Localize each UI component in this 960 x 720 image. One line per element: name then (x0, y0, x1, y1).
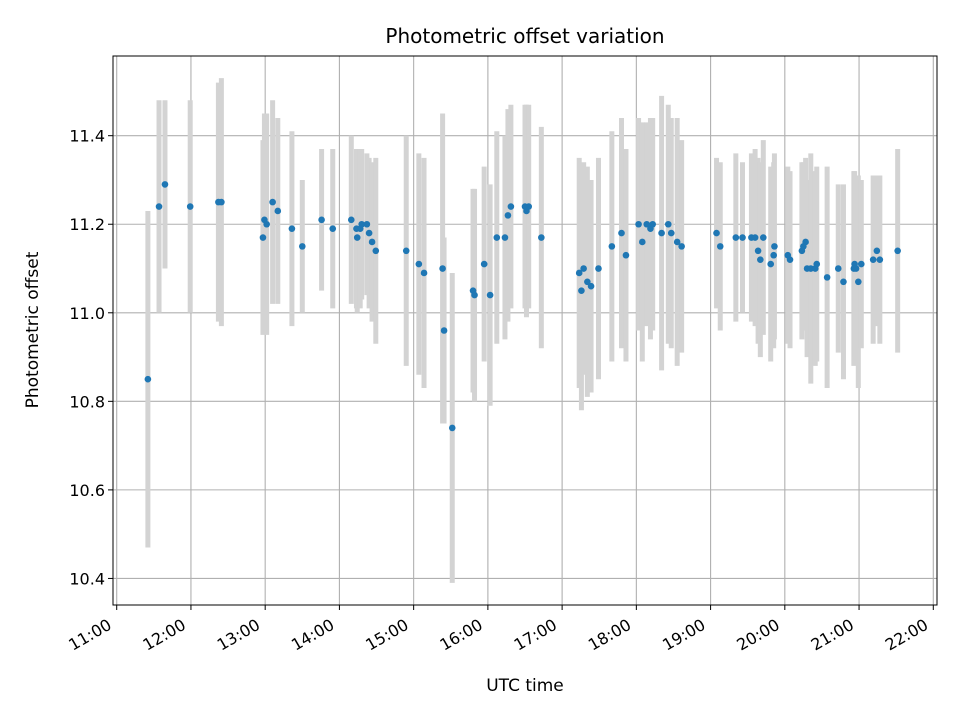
data-point (852, 265, 860, 272)
data-point (770, 251, 777, 259)
data-point (786, 256, 794, 263)
data-point (713, 229, 720, 237)
data-point (678, 243, 685, 250)
data-point (363, 220, 371, 228)
y-tick-label: 11.4 (69, 127, 105, 146)
y-axis: 10.4 10.6 10.8 11.0 11.2 11.4 (69, 127, 113, 588)
data-point (402, 247, 410, 255)
chart-title: Photometric offset variation (385, 24, 664, 48)
data-point (440, 327, 448, 334)
data-point (580, 265, 587, 272)
plot-frame (112, 55, 938, 606)
data-point (658, 229, 665, 237)
data-point (751, 234, 759, 241)
data-point (834, 265, 842, 272)
data-point (664, 220, 672, 228)
data-point (587, 282, 595, 290)
data-point (813, 260, 821, 268)
data-point (263, 220, 270, 228)
data-point (873, 247, 881, 255)
data-point (365, 229, 373, 237)
data-point (269, 198, 276, 206)
data-point (347, 216, 355, 224)
data-point (754, 247, 762, 255)
data-point (358, 220, 365, 228)
data-point (840, 278, 847, 286)
data-point (757, 256, 764, 263)
data-point (501, 234, 509, 241)
data-point (643, 220, 651, 228)
data-point (274, 207, 282, 215)
data-point (525, 203, 533, 210)
data-point (448, 424, 456, 432)
data-point (673, 238, 681, 246)
data-point (649, 220, 656, 228)
y-tick-label: 11.0 (69, 304, 105, 323)
data-point (288, 225, 296, 232)
data-point (857, 260, 865, 268)
y-tick-label: 10.4 (69, 569, 105, 588)
data-point (155, 203, 163, 210)
data-point (471, 291, 478, 299)
data-point (759, 234, 767, 241)
data-point (595, 265, 602, 272)
data-point (493, 234, 501, 241)
data-point (767, 260, 775, 268)
data-points (144, 181, 901, 432)
y-tick-label: 11.2 (69, 215, 105, 234)
data-point (716, 243, 724, 250)
data-point (329, 225, 337, 232)
data-point (584, 278, 591, 286)
data-point (259, 234, 267, 241)
data-point (608, 243, 616, 250)
x-axis-label: UTC time (486, 676, 564, 696)
y-axis-label: Photometric offset (23, 251, 43, 408)
data-point (635, 220, 642, 228)
data-point (739, 234, 746, 241)
data-point (372, 247, 380, 255)
data-point (802, 238, 809, 246)
data-point (667, 229, 675, 237)
data-point (420, 269, 428, 277)
data-point (480, 260, 488, 268)
data-point (622, 251, 630, 259)
data-point (894, 247, 901, 255)
data-point (298, 243, 306, 250)
data-point (415, 260, 423, 268)
data-point (578, 287, 585, 294)
data-point (575, 269, 583, 277)
data-point (218, 198, 225, 206)
data-point (439, 265, 446, 272)
data-point (771, 243, 778, 250)
data-point (538, 234, 545, 241)
data-point (876, 256, 884, 263)
data-point (507, 203, 515, 210)
data-point (353, 234, 361, 241)
data-point (186, 203, 194, 210)
data-point (823, 274, 831, 281)
data-point (869, 256, 877, 263)
data-point (368, 238, 376, 246)
y-tick-label: 10.8 (69, 392, 105, 411)
y-tick-label: 10.6 (69, 481, 105, 500)
data-point (618, 229, 625, 237)
data-point (638, 238, 646, 246)
data-point (318, 216, 325, 224)
data-point (161, 181, 169, 188)
data-point (732, 234, 740, 241)
data-point (144, 375, 152, 383)
data-point (504, 212, 512, 219)
data-point (486, 291, 494, 299)
data-point (855, 278, 862, 286)
